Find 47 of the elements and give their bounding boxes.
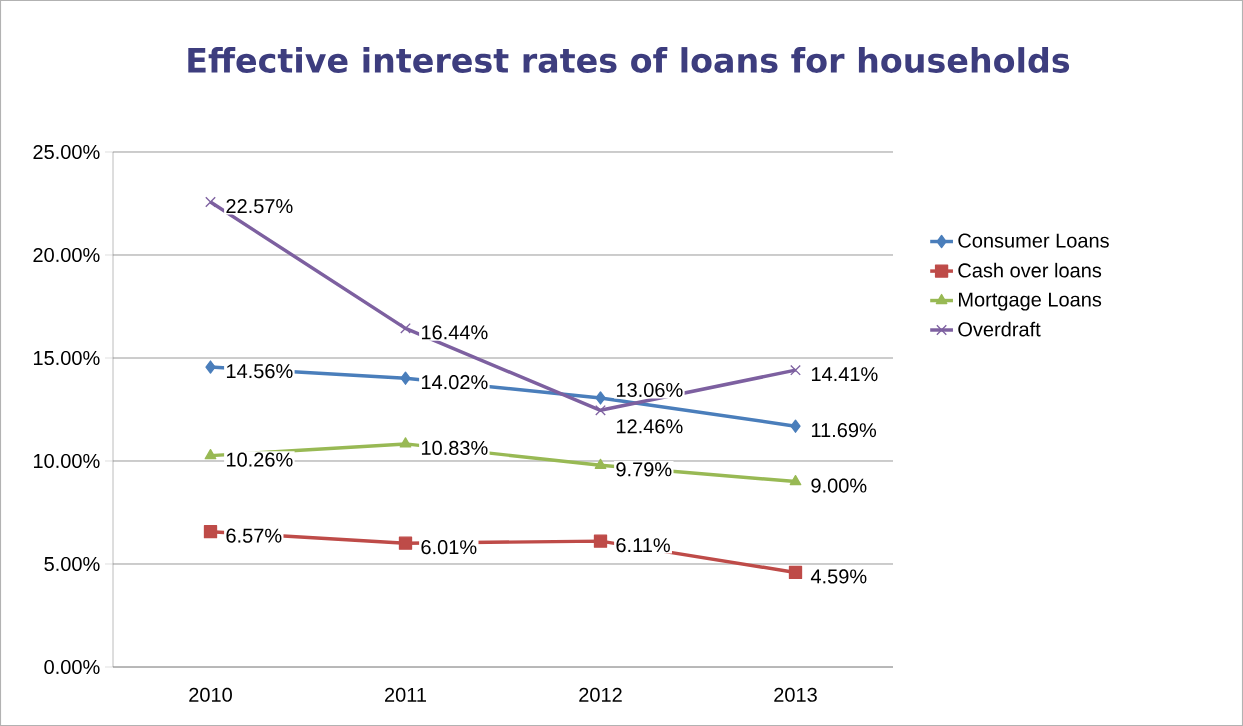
point bbox=[789, 474, 802, 486]
y-tick-label: 20.00% bbox=[33, 247, 100, 263]
point bbox=[594, 458, 607, 469]
data-label: 10.26% bbox=[226, 452, 293, 467]
point bbox=[790, 419, 801, 433]
y-tick-label: 0.00% bbox=[44, 659, 100, 675]
point bbox=[205, 196, 216, 208]
data-label: 6.01% bbox=[421, 540, 477, 555]
y-tick-label: 10.00% bbox=[33, 453, 100, 469]
data-label: 10.83% bbox=[421, 440, 488, 455]
data-label: 12.46% bbox=[616, 419, 683, 434]
point bbox=[790, 364, 801, 376]
point bbox=[203, 524, 218, 539]
point bbox=[398, 536, 413, 550]
data-label: 14.41% bbox=[811, 367, 878, 382]
x-tick-label: 2010 bbox=[189, 687, 232, 702]
y-tick-label: 25.00% bbox=[33, 144, 100, 160]
data-label: 22.57% bbox=[226, 198, 293, 214]
data-label: 13.06% bbox=[616, 382, 683, 398]
legend-label: Consumer Loans bbox=[958, 233, 1109, 248]
legend-label: Mortgage Loans bbox=[958, 292, 1102, 311]
x-tick-label: 2012 bbox=[579, 687, 622, 702]
point bbox=[595, 391, 606, 405]
point bbox=[595, 404, 606, 416]
chart-title: Effective interest rates of loans for households bbox=[188, 47, 1070, 73]
legend-label: Cash over loans bbox=[958, 262, 1102, 278]
point bbox=[788, 565, 803, 580]
data-label: 6.57% bbox=[226, 528, 282, 543]
data-label: 11.69% bbox=[811, 423, 877, 438]
data-label: 9.79% bbox=[616, 462, 672, 477]
x-tick-label: 2013 bbox=[774, 687, 817, 702]
legend-label: Overdraft bbox=[958, 321, 1041, 337]
point bbox=[399, 437, 412, 448]
data-label: 16.44% bbox=[421, 325, 488, 340]
data-label: 14.56% bbox=[226, 363, 293, 379]
data-label: 6.11% bbox=[616, 538, 670, 553]
point bbox=[593, 534, 608, 548]
point bbox=[400, 371, 411, 385]
point bbox=[400, 322, 411, 334]
y-tick-label: 15.00% bbox=[33, 350, 100, 366]
data-label: 14.02% bbox=[421, 375, 488, 390]
x-tick-label: 2011 bbox=[385, 687, 427, 702]
data-label: 9.00% bbox=[811, 478, 867, 493]
point bbox=[204, 448, 217, 460]
data-label: 4.59% bbox=[810, 569, 867, 584]
point bbox=[205, 360, 216, 374]
y-tick-label: 5.00% bbox=[44, 556, 100, 572]
